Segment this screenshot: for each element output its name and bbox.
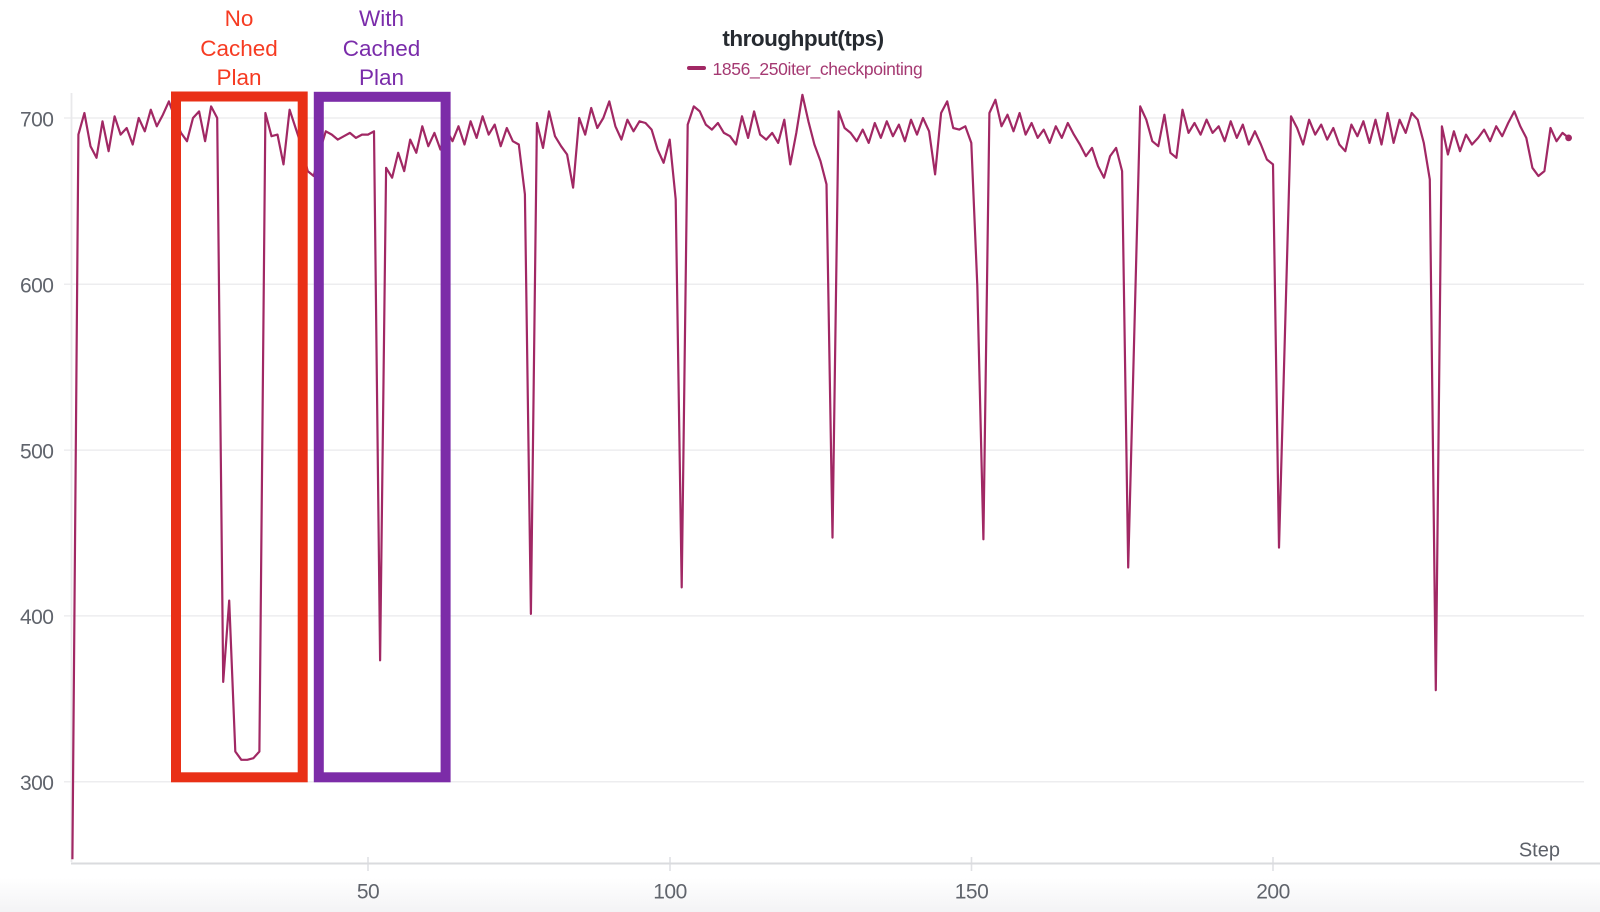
- svg-text:1856_250iter_checkpointing: 1856_250iter_checkpointing: [713, 59, 923, 80]
- svg-text:Plan: Plan: [359, 65, 404, 90]
- svg-text:Step: Step: [1519, 840, 1560, 862]
- svg-text:150: 150: [955, 881, 989, 904]
- svg-text:300: 300: [20, 772, 54, 795]
- svg-text:500: 500: [20, 440, 54, 463]
- svg-text:100: 100: [653, 881, 687, 904]
- svg-text:600: 600: [20, 275, 54, 298]
- svg-text:700: 700: [20, 108, 54, 131]
- svg-text:200: 200: [1256, 881, 1290, 904]
- svg-text:With: With: [359, 6, 404, 31]
- svg-text:No: No: [225, 6, 254, 31]
- svg-text:50: 50: [357, 881, 379, 904]
- svg-text:Cached: Cached: [200, 36, 278, 61]
- svg-text:Cached: Cached: [343, 36, 421, 61]
- svg-text:throughput(tps): throughput(tps): [722, 26, 883, 51]
- svg-text:400: 400: [20, 606, 54, 629]
- svg-text:Plan: Plan: [216, 65, 261, 90]
